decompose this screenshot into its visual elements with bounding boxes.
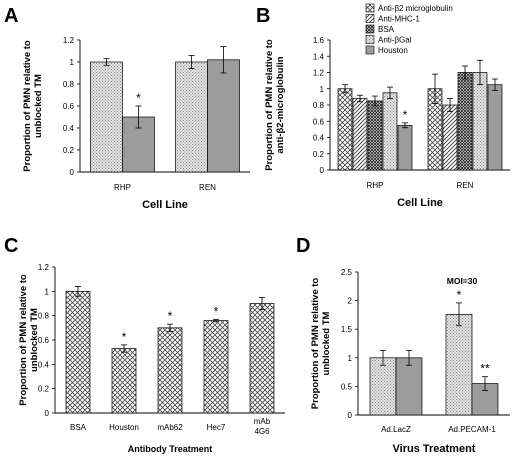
x-tick-label: Ad.PECAM-1 bbox=[448, 425, 496, 434]
y-tick-label: 1 bbox=[70, 58, 75, 67]
bar bbox=[395, 357, 423, 416]
y-tick-label: 0.2 bbox=[313, 150, 325, 159]
y-tick-label: 0.5 bbox=[341, 382, 353, 391]
x-axis-title: Antibody Treatment bbox=[128, 444, 213, 454]
bar bbox=[445, 313, 473, 416]
x-tick-label: Hec7 bbox=[207, 423, 226, 432]
bar bbox=[337, 88, 353, 171]
significance-marker: * bbox=[136, 91, 141, 105]
x-tick-label: mAb 4G6 bbox=[254, 417, 271, 436]
x-axis-title: Cell Line bbox=[397, 197, 443, 209]
bar bbox=[369, 357, 397, 416]
y-tick-label: 0 bbox=[45, 409, 50, 418]
bar bbox=[352, 98, 368, 171]
bar bbox=[397, 124, 413, 171]
y-tick-label: 0 bbox=[70, 168, 75, 177]
y-tick-label: 0.8 bbox=[38, 312, 50, 321]
bar bbox=[65, 290, 91, 414]
y-tick-label: 0.2 bbox=[63, 146, 75, 155]
bar bbox=[367, 100, 383, 171]
legend-entry: Anti-MHC-1 bbox=[378, 15, 420, 24]
chart-subtitle: MOI=30 bbox=[447, 276, 478, 286]
significance-marker: ** bbox=[480, 362, 490, 376]
y-tick-label: 0 bbox=[320, 166, 325, 175]
bar bbox=[157, 327, 183, 414]
y-tick-label: 1.2 bbox=[63, 36, 75, 45]
y-tick-label: 2 bbox=[348, 297, 353, 306]
x-axis-title: Virus Treatment bbox=[393, 443, 476, 455]
bar bbox=[457, 72, 473, 171]
x-tick-label: Ad.LacZ bbox=[381, 425, 411, 434]
y-tick-label: 0.4 bbox=[63, 124, 75, 133]
y-axis-title: Proportion of PMN relative tounblocked T… bbox=[310, 278, 332, 410]
bar bbox=[487, 84, 503, 171]
y-tick-label: 1.2 bbox=[38, 263, 50, 272]
y-tick-label: 1.5 bbox=[341, 325, 353, 334]
y-tick-label: 0.6 bbox=[313, 117, 325, 126]
significance-marker: * bbox=[168, 309, 173, 323]
legend-entry: Anti-β2 microglobulin bbox=[378, 4, 453, 13]
panel-label-b: B bbox=[256, 5, 270, 27]
bar bbox=[111, 348, 137, 414]
chart-panel-b: 0 0.2 0.4 0.6 0.8 1 1.2 1.4 1.6 * RHP REN Cell Line P… bbox=[264, 3, 510, 209]
chart-panel-c: 0 0.2 0.4 0.6 0.8 1 1.2 BSA * Houston * mAb62 * Hec7 m… bbox=[18, 263, 285, 454]
y-tick-label: 1 bbox=[45, 287, 50, 296]
significance-marker: * bbox=[457, 288, 462, 302]
legend-entry: BSA bbox=[378, 25, 395, 34]
y-axis-title: Proportion of PMN relative tounblocked T… bbox=[18, 274, 40, 406]
significance-marker: * bbox=[214, 304, 219, 318]
bar bbox=[249, 303, 275, 414]
significance-marker: * bbox=[403, 108, 408, 122]
bar bbox=[207, 59, 240, 173]
legend-swatch bbox=[365, 35, 375, 44]
legend-swatch bbox=[365, 14, 375, 23]
panel-label-c: C bbox=[4, 235, 18, 257]
y-tick-label: 0.6 bbox=[63, 102, 75, 111]
legend-entry: Anti-βGal bbox=[378, 36, 412, 45]
y-tick-label: 1 bbox=[320, 85, 325, 94]
bar bbox=[175, 61, 208, 173]
legend-swatch bbox=[365, 24, 375, 34]
legend-entry: Houston bbox=[378, 46, 408, 55]
x-tick-label: RHP bbox=[114, 183, 131, 192]
y-axis-title: Proportion of PMN relative tounblocked T… bbox=[22, 40, 44, 172]
y-axis-title: Proportion of PMN relative toanti-β2-mic… bbox=[264, 39, 286, 171]
bar bbox=[203, 320, 229, 414]
bar bbox=[442, 104, 458, 171]
panel-label-a: A bbox=[4, 5, 18, 27]
legend-swatch bbox=[365, 45, 375, 55]
y-tick-label: 0.6 bbox=[38, 336, 50, 345]
bar bbox=[90, 61, 123, 173]
y-tick-label: 2.5 bbox=[341, 268, 353, 277]
x-tick-label: BSA bbox=[70, 423, 87, 432]
legend-swatch bbox=[365, 3, 375, 13]
x-tick-label: RHP bbox=[367, 181, 384, 190]
y-tick-label: 0.4 bbox=[38, 360, 50, 369]
panel-label-d: D bbox=[296, 235, 310, 257]
y-tick-label: 1.2 bbox=[313, 69, 325, 78]
y-tick-label: 0.2 bbox=[38, 385, 50, 394]
chart-panel-a: 0 0.2 0.4 0.6 0.8 1 1.2 * RHP REN Cell Line Proport… bbox=[22, 36, 250, 211]
bar bbox=[382, 92, 398, 171]
significance-marker: * bbox=[122, 330, 127, 344]
y-tick-label: 1.6 bbox=[313, 36, 325, 45]
y-tick-label: 1.4 bbox=[313, 52, 325, 61]
y-tick-label: 0.8 bbox=[63, 80, 75, 89]
y-tick-label: 1 bbox=[348, 354, 353, 363]
y-tick-label: 0 bbox=[348, 411, 353, 420]
bar bbox=[472, 72, 488, 171]
y-tick-label: 0.4 bbox=[313, 134, 325, 143]
y-tick-label: 0.8 bbox=[313, 101, 325, 110]
x-axis-title: Cell Line bbox=[142, 199, 188, 211]
x-tick-label: REN bbox=[199, 183, 216, 192]
x-tick-label: REN bbox=[457, 181, 474, 190]
x-tick-label: mAb62 bbox=[157, 423, 183, 432]
x-tick-label: Houston bbox=[109, 423, 139, 432]
